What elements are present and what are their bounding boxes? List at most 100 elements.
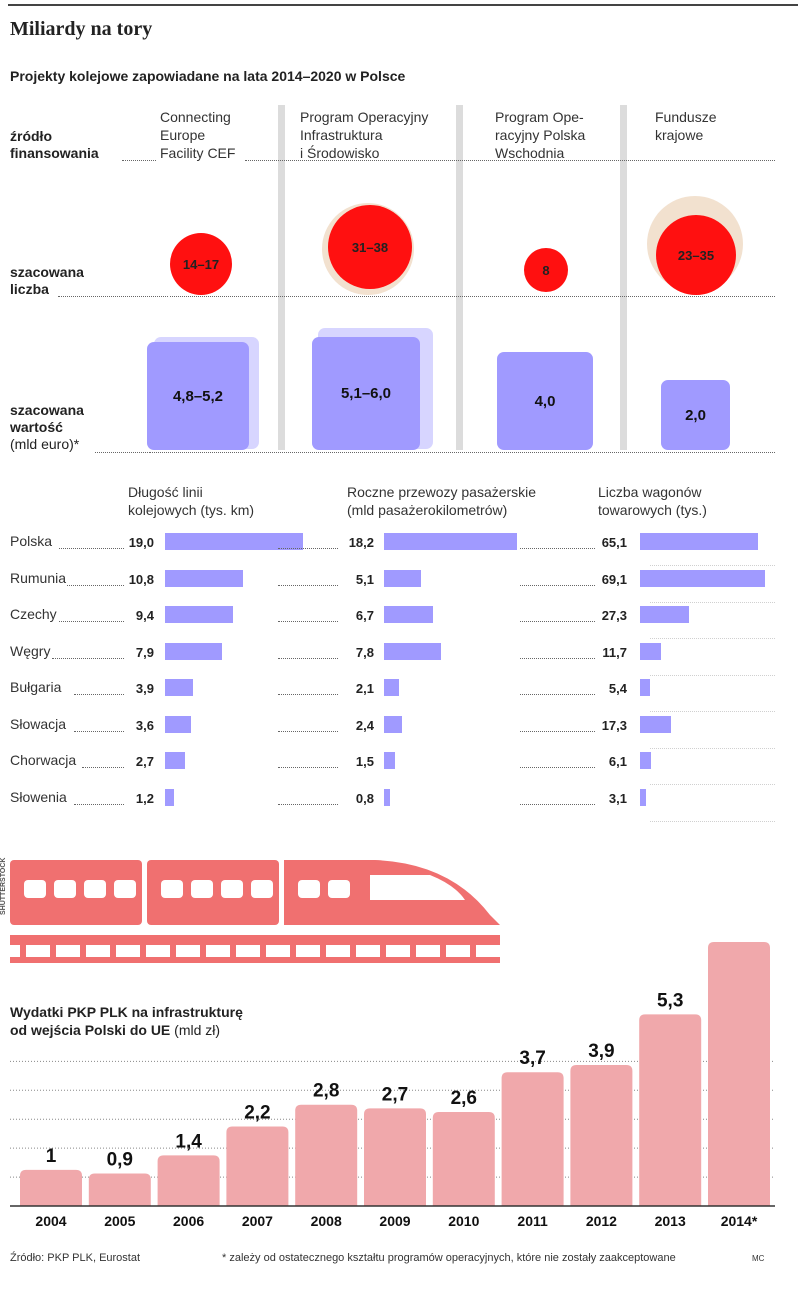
leader-dots (278, 621, 338, 622)
expenditure-value-label: 5,3 (657, 990, 683, 1011)
value-box: 5,1–6,0 (312, 337, 420, 450)
wagons-bar (640, 752, 652, 769)
leader-dots (74, 803, 124, 805)
year-tick-label: 2012 (586, 1213, 617, 1229)
year-tick-label: 2005 (104, 1213, 135, 1229)
passengers-bar (384, 679, 400, 696)
country-name: Polska (10, 533, 53, 549)
row-label-count: szacowana liczba (10, 264, 84, 297)
country-name: Rumunia (10, 569, 67, 586)
leader-dots (520, 730, 595, 732)
passengers-bar (384, 715, 402, 733)
expenditure-bar (88, 1173, 151, 1206)
passengers-value: 6,7 (355, 608, 374, 623)
column-separator (456, 105, 463, 450)
year-tick-label: 2013 (655, 1213, 686, 1229)
expenditure-value-label: 0,9 (107, 1149, 133, 1170)
program-header: Connecting Europe Facility CEF (160, 109, 236, 161)
expenditure-value-label: 1,4 (175, 1131, 202, 1152)
count-circle: 31–38 (328, 205, 412, 289)
wagons-bar (640, 606, 690, 623)
leader-dots (520, 548, 595, 549)
leader-dots (278, 548, 338, 549)
wagons-value: 65,1 (601, 535, 627, 550)
length-bar (165, 715, 192, 733)
comparison-header-length: Długość linii kolejowych (tys. km) (128, 484, 255, 518)
expenditure-value-label: 3,9 (588, 1041, 614, 1062)
page-subtitle: Projekty kolejowe zapowiadane na lata 20… (10, 68, 406, 84)
passengers-value: 2,4 (355, 717, 374, 733)
passengers-value: 2,1 (355, 681, 374, 696)
row-rule (650, 565, 775, 566)
expenditure-bar (157, 1155, 220, 1206)
comparison-header-passengers: Roczne przewozy pasażerskie (mld pasażero… (347, 484, 537, 518)
leader-dots (278, 584, 338, 586)
passengers-bar (384, 642, 441, 660)
passengers-bar (384, 752, 395, 769)
leader-dots (122, 160, 156, 161)
leader-dots (278, 694, 338, 695)
year-tick-label: 2011 (517, 1213, 548, 1229)
wagons-value: 69,1 (601, 571, 627, 587)
passengers-value: 18,2 (348, 535, 374, 550)
leader-dots (520, 621, 595, 622)
length-bar (165, 533, 303, 550)
expenditure-bar (570, 1064, 633, 1206)
illustration-credit: SHUTTERSTOCK (0, 857, 7, 915)
wagons-bar (640, 642, 662, 660)
length-value: 3,6 (135, 717, 154, 733)
value-box: 4,0 (497, 352, 593, 450)
leader-dots (59, 621, 124, 622)
wagons-value: 3,1 (608, 790, 627, 806)
passengers-value: 1,5 (355, 754, 374, 769)
author-initials: MC (752, 1254, 765, 1263)
row-rule (650, 674, 775, 676)
year-tick-label: 2008 (311, 1213, 342, 1229)
country-name: Węgry (10, 642, 51, 659)
expenditure-bar (501, 1072, 564, 1206)
value-box: 4,8–5,2 (147, 342, 249, 450)
wagons-bar (640, 533, 758, 550)
country-name: Chorwacja (10, 752, 77, 768)
length-value: 2,7 (135, 754, 154, 769)
expenditure-value-label: 2,8 (313, 1081, 339, 1102)
expenditure-value-label: 1 (46, 1146, 57, 1167)
year-tick-label: 2014* (721, 1213, 758, 1229)
wagons-bar (640, 788, 646, 806)
program-header: Program Operacyjny Infrastruktura i Środow… (300, 109, 429, 161)
expenditure-bar (639, 1014, 702, 1206)
expenditure-title: Wydatki PKP PLK na infrastrukturę od wej… (10, 1004, 243, 1038)
row-rule (650, 784, 775, 785)
passengers-bar (384, 788, 390, 806)
expenditure-bar (20, 1169, 82, 1206)
year-tick-label: 2009 (379, 1213, 410, 1229)
column-separator (278, 105, 285, 450)
wagons-value: 11,7 (602, 644, 627, 660)
length-bar (165, 606, 234, 623)
expenditure-chart: 1 2004 0,9 2005 1,4 2006 2,2 2007 2,8 2008 2,7 2009… (10, 942, 775, 1229)
leader-dots (95, 452, 150, 453)
value-box: 2,0 (661, 380, 730, 450)
row-label-source: źródło finansowania (10, 128, 99, 161)
length-bar (165, 569, 244, 587)
length-value: 7,9 (135, 644, 154, 660)
program-header: Program Ope-racyjny Polska Wschodnia (495, 109, 586, 161)
leader-dots (81, 767, 124, 768)
passengers-value: 5,1 (355, 571, 374, 587)
leader-dots (278, 767, 338, 768)
country-name: Bułgaria (10, 679, 62, 695)
passengers-value: 7,8 (355, 644, 374, 660)
length-bar (165, 642, 223, 660)
wagons-value: 6,1 (608, 754, 627, 769)
country-name: Słowacja (10, 715, 67, 732)
passengers-value: 0,8 (355, 790, 374, 806)
year-tick-label: 2006 (173, 1213, 204, 1229)
passengers-bar (384, 606, 433, 623)
expenditure-bar (708, 942, 770, 1206)
row-rule (650, 711, 775, 712)
row-label-value: szacowana wartość (mld euro)* (10, 402, 84, 452)
row-rule (650, 747, 775, 749)
year-tick-label: 2010 (448, 1213, 479, 1229)
program-header: Fundusze krajowe (655, 109, 717, 143)
leader-dots (520, 803, 595, 805)
